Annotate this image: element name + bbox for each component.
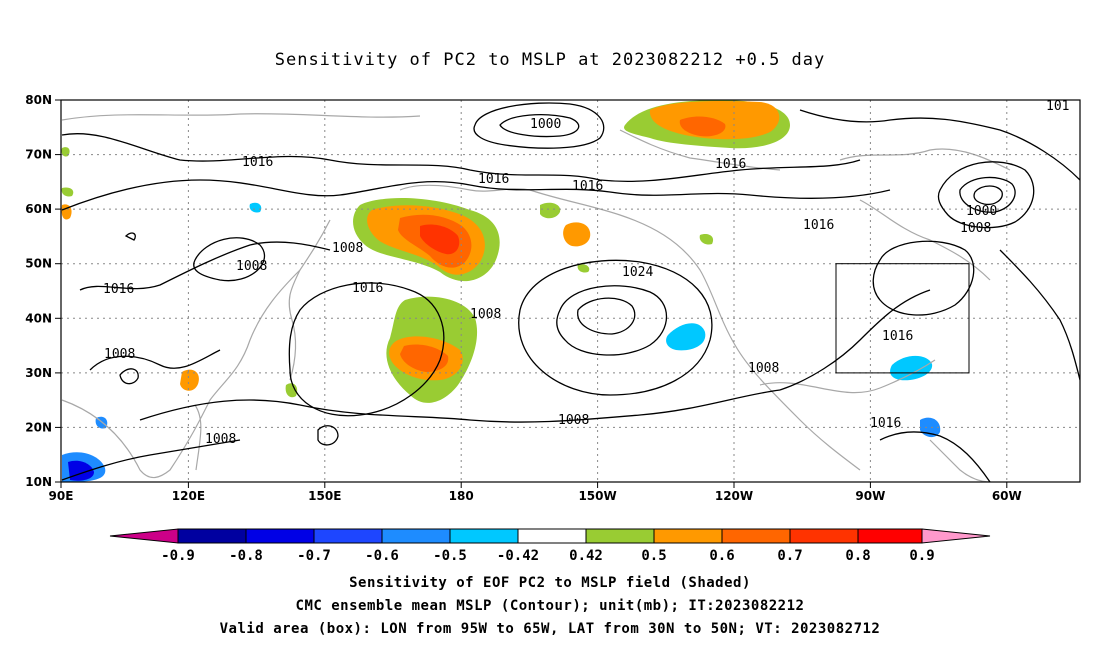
contour-label: 1008	[205, 432, 236, 447]
lat-label: 30N	[25, 366, 52, 380]
map-panel: 1000 1016 1016 1016 1016 1000 1008 1008 …	[61, 99, 1080, 482]
colorbar-label: 0.7	[777, 548, 802, 564]
colorbar-label: 0.9	[909, 548, 934, 564]
mslp-contours	[61, 102, 1080, 482]
colorbar-segment	[177, 528, 247, 544]
latitude-labels: 80N 70N 60N 50N 40N 30N 20N 10N	[25, 93, 52, 489]
colorbar: -0.9 -0.8 -0.7 -0.6 -0.5 -0.42 0.42 0.5 …	[109, 528, 991, 564]
colorbar-segment	[449, 528, 519, 544]
contour-label: 101	[1046, 99, 1069, 114]
lat-label: 50N	[25, 257, 52, 271]
colorbar-segment	[653, 528, 723, 544]
lat-label: 70N	[25, 148, 52, 162]
contour-label: 1016	[803, 218, 834, 233]
colorbar-segment	[721, 528, 791, 544]
colorbar-left-arrow	[109, 528, 179, 544]
map-title: Sensitivity of PC2 to MSLP at 2023082212…	[274, 50, 826, 70]
lon-label: 90W	[855, 489, 885, 503]
valid-area-box	[835, 263, 970, 374]
colorbar-label: 0.42	[569, 548, 603, 564]
map-frame	[60, 99, 1081, 483]
sensitivity-shading	[61, 100, 941, 482]
colorbar-right-arrow	[921, 528, 991, 544]
colorbar-segment	[245, 528, 315, 544]
contour-label: 1016	[572, 179, 603, 194]
colorbar-label: 0.5	[641, 548, 666, 564]
contour-label: 1008	[748, 361, 779, 376]
colorbar-label: -0.7	[297, 548, 331, 564]
lat-label: 10N	[25, 475, 52, 489]
contour-label: 1008	[470, 307, 501, 322]
lon-label: 90E	[49, 489, 74, 503]
colorbar-segment	[789, 528, 859, 544]
lat-label: 40N	[25, 311, 52, 325]
contour-labels: 1000 1016 1016 1016 1016 1000 1008 1008 …	[103, 99, 1069, 447]
contour-label: 1008	[236, 259, 267, 274]
lat-label: 60N	[25, 202, 52, 216]
colorbar-segment	[857, 528, 923, 544]
contour-label: 1016	[242, 155, 273, 170]
contour-label: 1000	[966, 204, 997, 219]
colorbar-label: 0.8	[845, 548, 870, 564]
colorbar-label: -0.9	[161, 548, 195, 564]
contour-label: 1016	[478, 172, 509, 187]
tick-marks	[55, 99, 1008, 488]
contour-label: 1016	[882, 329, 913, 344]
caption-valid-area: Valid area (box): LON from 95W to 65W, L…	[219, 621, 881, 637]
coastlines	[61, 113, 1011, 482]
lon-label: 150W	[578, 489, 616, 503]
colorbar-label: -0.6	[365, 548, 399, 564]
colorbar-segment	[381, 528, 451, 544]
colorbar-label: -0.42	[497, 548, 539, 564]
contour-label: 1000	[530, 117, 561, 132]
colorbar-segment	[313, 528, 383, 544]
contour-label: 1016	[103, 282, 134, 297]
caption-contour: CMC ensemble mean MSLP (Contour); unit(m…	[295, 598, 805, 614]
contour-label: 1008	[332, 241, 363, 256]
contour-label: 1008	[104, 347, 135, 362]
contour-label: 1008	[960, 221, 991, 236]
lat-label: 80N	[25, 93, 52, 107]
contour-label: 1008	[558, 413, 589, 428]
longitude-labels: 90E 120E 150E 180 150W 120W 90W 60W	[49, 489, 1022, 503]
contour-label: 1024	[622, 265, 653, 280]
lon-label: 180	[449, 489, 474, 503]
caption-shading: Sensitivity of EOF PC2 to MSLP field (Sh…	[349, 575, 751, 591]
graticule	[61, 100, 1080, 482]
lat-label: 20N	[25, 420, 52, 434]
colorbar-label: 0.6	[709, 548, 734, 564]
colorbar-label: -0.5	[433, 548, 467, 564]
lon-label: 60W	[992, 489, 1022, 503]
lon-label: 150E	[308, 489, 341, 503]
lon-label: 120E	[172, 489, 205, 503]
colorbar-label: -0.8	[229, 548, 263, 564]
lon-label: 120W	[715, 489, 753, 503]
contour-label: 1016	[715, 157, 746, 172]
colorbar-segment	[585, 528, 655, 544]
colorbar-segment	[517, 528, 587, 544]
contour-label: 1016	[870, 416, 901, 431]
contour-label: 1016	[352, 281, 383, 296]
